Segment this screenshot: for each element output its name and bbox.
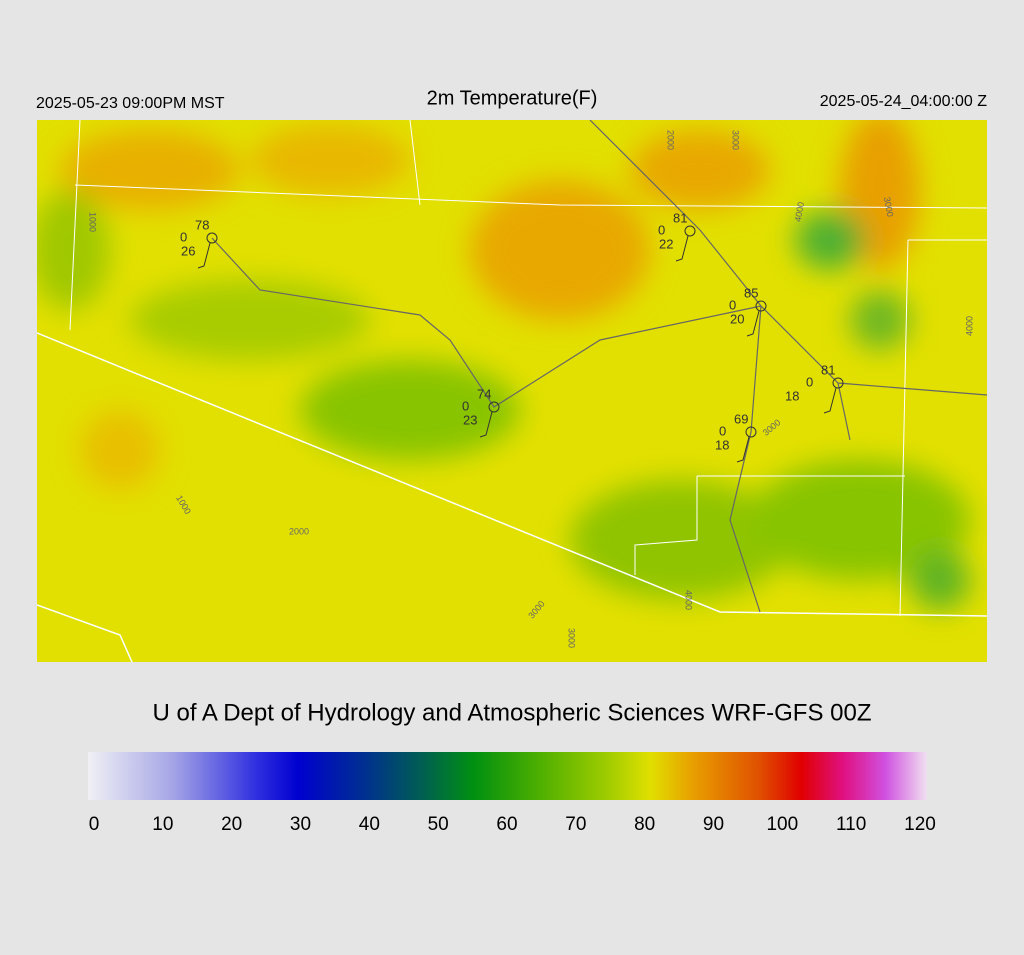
colorbar-tick-label: 120 [904,814,936,835]
station-dewpoint: 23 [463,412,477,427]
colorbar-tick-label: 80 [634,814,655,835]
wind-barb [675,235,689,262]
station-temp: 69 [734,411,748,426]
station-circle [832,377,844,389]
colorbar-tick-label: 30 [290,814,311,835]
colorbar-tick-label: 50 [428,814,449,835]
contour-label: 3000 [731,130,741,150]
wind-barb [479,411,493,438]
map [37,120,987,662]
station-dewpoint: 20 [730,311,744,326]
wind-barb [197,242,211,269]
colorbar-tick-label: 40 [359,814,380,835]
colorbar-tick-label: 70 [565,814,586,835]
station-temp: 78 [195,217,209,232]
wind-barb [823,387,837,414]
colorbar-tick-label: 60 [496,814,517,835]
colorbar [88,752,927,800]
valid-time-local: 2025-05-23 09:00PM MST [36,95,225,112]
station-circle [488,401,500,413]
station-value: 0 [719,423,726,438]
station-temp: 85 [744,285,758,300]
colorbar-tick-label: 110 [836,814,866,835]
contour-label: 3000 [567,628,577,648]
station-dewpoint: 22 [659,236,673,251]
contour-label: 4000 [684,590,694,610]
station-circle [755,300,767,312]
contour-label: 4000 [964,316,974,336]
station-temp: 74 [477,386,491,401]
station-dewpoint: 18 [715,437,729,452]
station-value: 0 [729,297,736,312]
station-temp: 81 [673,210,687,225]
station-value: 0 [180,229,187,244]
station-value: 0 [462,398,469,413]
station-dewpoint: 18 [785,388,799,403]
contour-label: 2000 [666,130,676,150]
contour-label: 1000 [88,212,98,232]
colorbar-tick-label: 0 [89,814,100,835]
contour-label: 4000 [793,201,806,222]
station-circle [684,225,696,237]
colorbar-tick-label: 100 [766,814,798,835]
valid-time-utc: 2025-05-24_04:00:00 Z [820,93,987,110]
wind-barb [736,436,750,463]
contour-label: 3000 [882,196,895,217]
map-title: 2m Temperature(F) [427,87,598,109]
colorbar-tick-label: 20 [221,814,242,835]
contour-label: 2000 [289,526,309,536]
station-dewpoint: 26 [181,243,195,258]
station-value: 0 [806,374,813,389]
station-temp: 81 [821,362,835,377]
colorbar-tick-label: 10 [152,814,173,835]
credit: U of A Dept of Hydrology and Atmospheric… [153,699,872,726]
station-circle [745,426,757,438]
colorbar-tick-label: 90 [703,814,724,835]
station-circle [206,232,218,244]
wind-barb [746,310,760,337]
station-value: 0 [658,222,665,237]
